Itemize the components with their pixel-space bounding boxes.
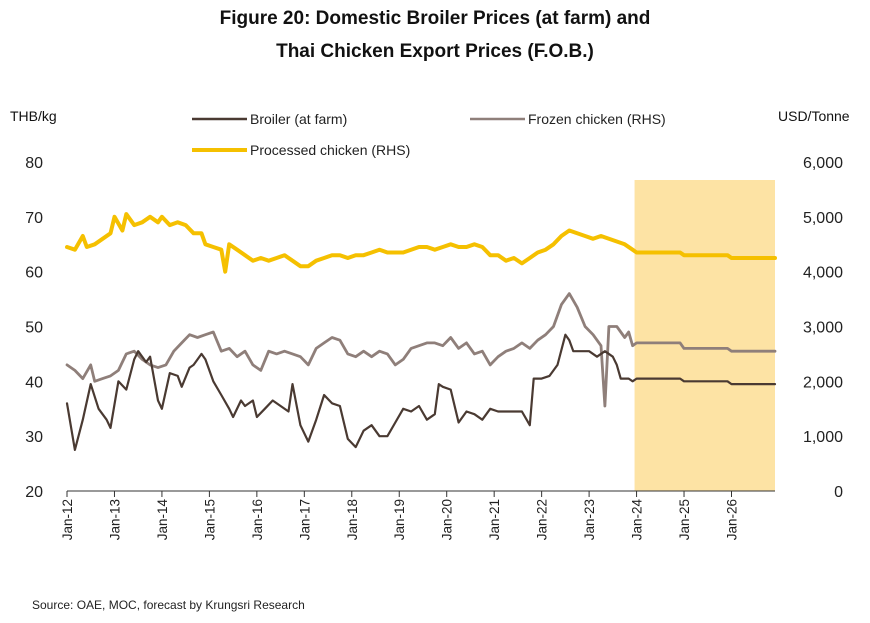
y-tick-label-right: 5,000 (803, 210, 843, 227)
y-tick-label-right: 1,000 (803, 429, 843, 446)
series-line-processed-chicken (65, 212, 777, 274)
x-tick-label: Jan-19 (392, 499, 407, 540)
y-tick-label-left: 70 (25, 210, 43, 227)
x-tick-label: Jan-21 (487, 499, 502, 540)
y-tick-label-right: 3,000 (803, 320, 843, 337)
legend-label: Processed chicken (RHS) (250, 142, 410, 158)
series-line-frozen-chicken (65, 292, 777, 408)
source-note: Source: OAE, MOC, forecast by Krungsri R… (32, 598, 305, 612)
x-tick-label: Jan-15 (202, 499, 217, 540)
x-tick-label: Jan-26 (724, 499, 739, 540)
chart-title-line1: Figure 20: Domestic Broiler Prices (at f… (219, 8, 651, 29)
left-axis-unit: THB/kg (10, 108, 57, 124)
x-tick-label: Jan-22 (535, 499, 550, 540)
y-tick-label-left: 60 (25, 265, 43, 282)
x-tick-label: Jan-13 (107, 499, 122, 540)
series-line-broiler (65, 333, 777, 451)
chart-title-line2: Thai Chicken Export Prices (F.O.B.) (276, 41, 594, 62)
forecast-shading (634, 180, 775, 491)
y-tick-label-left: 20 (25, 484, 43, 501)
x-tick-label: Jan-25 (677, 499, 692, 540)
right-axis-unit: USD/Tonne (778, 108, 850, 124)
y-tick-label-left: 50 (25, 320, 43, 337)
x-tick-label: Jan-20 (440, 499, 455, 540)
y-tick-label-right: 2,000 (803, 374, 843, 391)
series-lines-layer (65, 212, 777, 451)
forecast-band-layer (634, 180, 775, 491)
y-tick-label-right: 6,000 (803, 155, 843, 172)
y-tick-label-right: 0 (834, 484, 843, 501)
legend-label: Frozen chicken (RHS) (528, 111, 666, 127)
x-tick-label: Jan-14 (155, 499, 170, 541)
y-tick-label-left: 30 (25, 429, 43, 446)
y-tick-label-right: 4,000 (803, 265, 843, 282)
y-tick-label-left: 40 (25, 374, 43, 391)
x-tick-label: Jan-12 (60, 499, 75, 540)
x-tick-label: Jan-17 (297, 499, 312, 540)
axes-layer: 20 30 40 50 60 70 80 0 1,000 2,000 3,000 4,000 5,000… (25, 155, 843, 540)
legend-label: Broiler (at farm) (250, 111, 347, 127)
x-tick-label: Jan-18 (345, 499, 360, 540)
x-tick-label: Jan-23 (582, 499, 597, 540)
x-tick-label: Jan-16 (250, 499, 265, 540)
legend: Broiler (at farm) Frozen chicken (RHS) Pro… (192, 111, 666, 158)
y-tick-label-left: 80 (25, 155, 43, 172)
x-tick-label: Jan-24 (630, 499, 645, 541)
